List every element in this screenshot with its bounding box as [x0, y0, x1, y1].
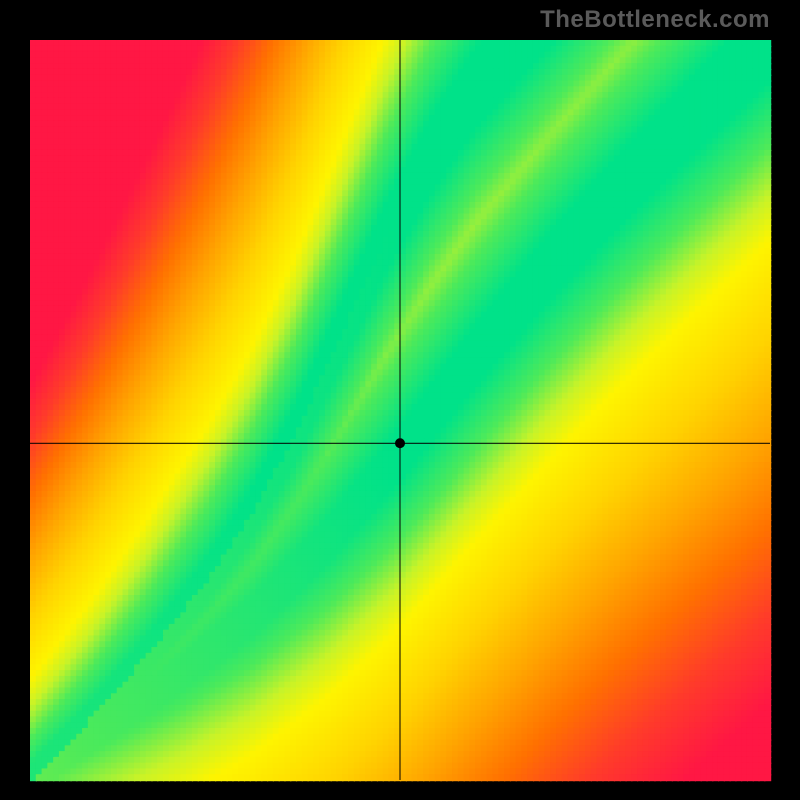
bottleneck-heatmap-canvas [0, 0, 800, 800]
watermark-text: TheBottleneck.com [540, 6, 770, 34]
chart-container: TheBottleneck.com [0, 0, 800, 800]
